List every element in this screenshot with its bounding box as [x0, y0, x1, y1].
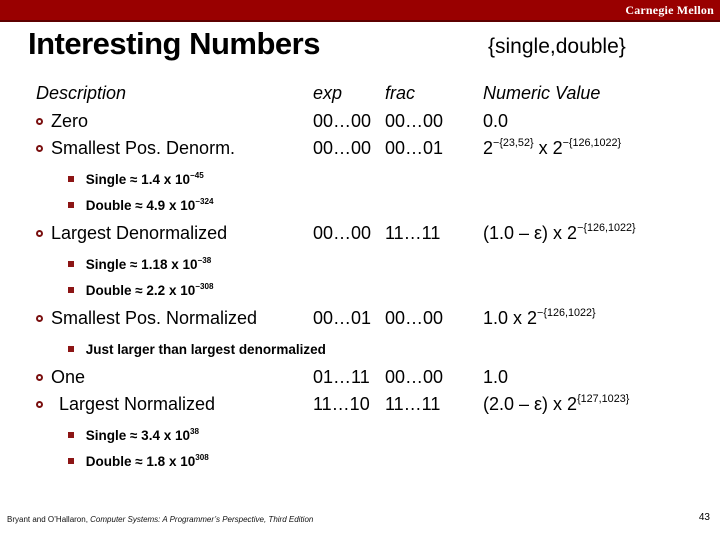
title-row: Interesting Numbers {single,double} — [0, 22, 720, 78]
row-frac-value: 11…11 — [385, 223, 441, 243]
row-description-cell: Smallest Pos. Normalized — [36, 307, 313, 330]
row-numeric-value: 2−{23,52} x 2−{126,1022} — [483, 136, 622, 158]
circle-bullet-icon — [36, 118, 43, 125]
table-row: Smallest Pos. Normalized 00…01 00…00 1.0… — [36, 307, 712, 330]
row-description: One — [51, 367, 86, 387]
sub-note-text: Double ≈ 1.8 x 10308 — [85, 452, 209, 469]
row-description: Largest Denormalized — [51, 223, 228, 243]
table-row: One 01…11 00…00 1.0 — [36, 366, 712, 389]
sub-note-text: Double ≈ 4.9 x 10−324 — [85, 196, 214, 213]
row-description: Largest Normalized — [59, 394, 216, 414]
table-row: Largest Normalized 11…10 11…11 (2.0 – ε)… — [36, 393, 712, 416]
row-description-cell: Zero — [36, 110, 313, 133]
row-description: Smallest Pos. Denorm. — [51, 138, 236, 158]
row-exp-value: 01…11 — [313, 367, 370, 387]
row-frac-value: 00…00 — [385, 367, 444, 387]
row-description-cell: Smallest Pos. Denorm. — [36, 137, 313, 160]
sub-note-text: Single ≈ 3.4 x 1038 — [85, 426, 199, 443]
row-description-cell: Largest Normalized — [36, 393, 313, 416]
footer-authors: Bryant and O’Hallaron, — [7, 515, 91, 524]
row-numeric-value: 1.0 — [483, 367, 509, 387]
sub-note-text: Double ≈ 2.2 x 10−308 — [85, 281, 214, 298]
sub-note-row: Single ≈ 3.4 x 1038 — [68, 427, 712, 444]
row-frac-value: 00…01 — [385, 138, 444, 158]
table-row: Zero 00…00 00…00 0.0 — [36, 110, 712, 133]
square-bullet-icon — [68, 176, 74, 182]
circle-bullet-icon — [36, 230, 43, 237]
row-numeric-value: 0.0 — [483, 111, 509, 131]
sub-note-text: Just larger than largest denormalized — [85, 342, 326, 357]
sub-note-row: Single ≈ 1.4 x 10−45 — [68, 171, 712, 188]
row-description: Smallest Pos. Normalized — [51, 308, 258, 328]
top-banner: Carnegie Mellon — [0, 0, 720, 22]
row-numeric-value: 1.0 x 2−{126,1022} — [483, 306, 596, 328]
row-exp-value: 00…01 — [313, 308, 372, 328]
page-title: Interesting Numbers — [28, 26, 320, 61]
sub-note-text: Single ≈ 1.4 x 10−45 — [85, 170, 204, 187]
row-numeric-value: (1.0 – ε) x 2−{126,1022} — [483, 221, 636, 243]
sub-note-row: Double ≈ 1.8 x 10308 — [68, 453, 712, 470]
sub-note-row: Double ≈ 2.2 x 10−308 — [68, 282, 712, 299]
title-annotation: {single,double} — [488, 35, 626, 58]
circle-bullet-icon — [36, 315, 43, 322]
sub-note-row: Single ≈ 1.18 x 10−38 — [68, 256, 712, 273]
square-bullet-icon — [68, 202, 74, 208]
row-description-cell: One — [36, 366, 313, 389]
row-frac-value: 11…11 — [385, 394, 441, 414]
column-header-frac: frac — [385, 83, 416, 103]
row-description: Zero — [51, 111, 89, 131]
square-bullet-icon — [68, 261, 74, 267]
row-exp-value: 00…00 — [313, 111, 372, 131]
row-frac-value: 00…00 — [385, 308, 444, 328]
table-row: Smallest Pos. Denorm. 00…00 00…01 2−{23,… — [36, 137, 712, 160]
square-bullet-icon — [68, 287, 74, 293]
circle-bullet-icon — [36, 374, 43, 381]
carnegie-mellon-brand: Carnegie Mellon — [625, 2, 714, 17]
row-numeric-value: (2.0 – ε) x 2{127,1023} — [483, 392, 630, 414]
page-number: 43 — [698, 512, 710, 523]
square-bullet-icon — [68, 458, 74, 464]
square-bullet-icon — [68, 346, 74, 352]
circle-bullet-icon — [36, 401, 43, 408]
square-bullet-icon — [68, 432, 74, 438]
row-exp-value: 11…10 — [313, 394, 370, 414]
numbers-table: Description exp frac Numeric Value Zero … — [36, 82, 712, 470]
column-header-numeric-value: Numeric Value — [483, 83, 601, 103]
table-row: Largest Denormalized 00…00 11…11 (1.0 – … — [36, 222, 712, 245]
circle-bullet-icon — [36, 145, 43, 152]
row-exp-value: 00…00 — [313, 138, 372, 158]
sub-note-row: Just larger than largest denormalized — [68, 341, 712, 358]
row-description-cell: Largest Denormalized — [36, 222, 313, 245]
column-header-description: Description — [36, 83, 127, 103]
sub-note-text: Single ≈ 1.18 x 10−38 — [85, 255, 212, 272]
footer-credit: Bryant and O’Hallaron, Computer Systems:… — [7, 515, 313, 524]
sub-note-row: Double ≈ 4.9 x 10−324 — [68, 197, 712, 214]
column-header-exp: exp — [313, 83, 343, 103]
row-frac-value: 00…00 — [385, 111, 444, 131]
footer-book-title: Computer Systems: A Programmer’s Perspec… — [90, 515, 314, 524]
row-exp-value: 00…00 — [313, 223, 372, 243]
table-header-row: Description exp frac Numeric Value — [36, 82, 712, 105]
